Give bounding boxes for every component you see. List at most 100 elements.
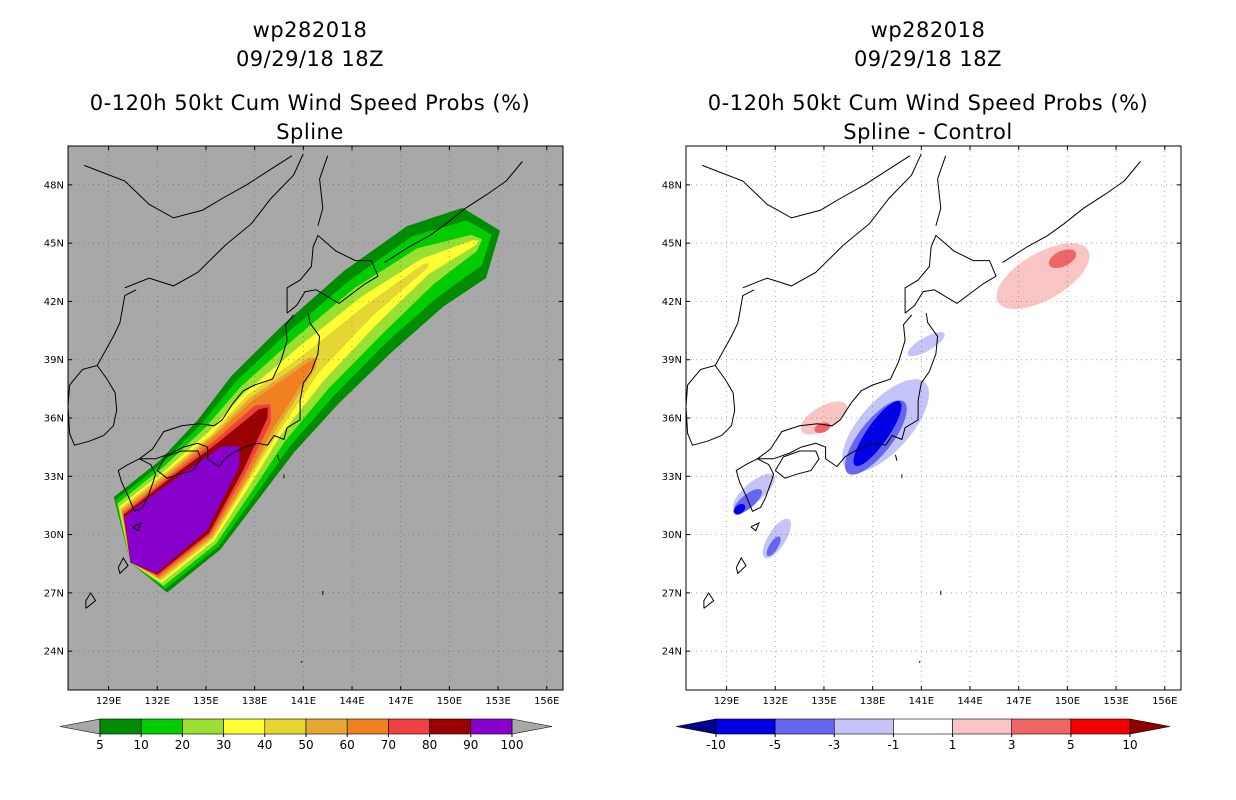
- colorbar-label: 10: [1122, 738, 1137, 752]
- x-tick-label: 129E: [96, 696, 121, 707]
- coastline-7: [139, 313, 321, 468]
- coastline-1: [742, 153, 922, 289]
- coastline-14: [276, 454, 280, 461]
- prob-contour-90: [124, 446, 240, 573]
- right-init-time: 09/29/18 18Z: [853, 47, 1003, 71]
- x-tick-label: 129E: [714, 696, 739, 707]
- y-tick-label: 24N: [662, 647, 682, 658]
- coastline-4: [117, 458, 157, 512]
- neg-diff-area-8: [766, 536, 781, 557]
- coastline-3: [68, 365, 118, 446]
- coastline-12: [703, 591, 715, 609]
- colorbar-label: 1: [949, 738, 957, 752]
- coastline-10: [1002, 161, 1141, 264]
- coastline-9: [935, 155, 947, 226]
- colorbar-label: -1: [887, 738, 899, 752]
- y-tick-label: 39N: [662, 355, 682, 366]
- colorbar-label: 80: [422, 738, 437, 752]
- coastline-10: [384, 161, 523, 264]
- left-init-time: 09/29/18 18Z: [235, 47, 385, 71]
- coastline-2: [69, 289, 137, 386]
- x-tick-label: 135E: [193, 696, 218, 707]
- colorbar-label: -5: [769, 738, 781, 752]
- coastline-0: [84, 155, 293, 219]
- right-map-background: [686, 146, 1181, 690]
- colorbar-below-triangle: [59, 718, 101, 735]
- colorbar-below-triangle: [675, 718, 717, 735]
- coastline-6: [139, 314, 294, 460]
- y-tick-label: 30N: [44, 530, 64, 541]
- x-tick-label: 150E: [437, 696, 462, 707]
- colorbar-swatch: [346, 718, 389, 735]
- colorbar-swatch: [388, 718, 430, 735]
- x-tick-label: 138E: [242, 696, 267, 707]
- colorbar-above-triangle: [511, 718, 553, 735]
- y-tick-label: 42N: [44, 297, 64, 308]
- coastline-2: [687, 289, 755, 386]
- x-tick-label: 156E: [534, 696, 559, 707]
- coastline-3: [686, 365, 736, 446]
- left-map-area: [68, 146, 563, 690]
- right-map-area: [686, 146, 1181, 690]
- pos-diff-area-12: [1048, 249, 1077, 269]
- left-storm-id: wp282018: [252, 18, 368, 42]
- colorbar-label: 100: [501, 738, 524, 752]
- coastline-7: [757, 313, 939, 468]
- x-tick-label: 156E: [1152, 696, 1177, 707]
- colorbar-swatch: [305, 718, 348, 735]
- x-tick-label: 153E: [1103, 696, 1128, 707]
- y-tick-label: 30N: [662, 530, 682, 541]
- colorbar-label: 70: [381, 738, 396, 752]
- colorbar-label: 5: [96, 738, 104, 752]
- neg-diff-area-3: [907, 332, 945, 357]
- y-tick-label: 27N: [44, 588, 64, 599]
- x-tick-label: 138E: [860, 696, 885, 707]
- colorbar-swatch: [223, 718, 266, 735]
- x-tick-label: 147E: [388, 696, 413, 707]
- colorbar-swatch: [833, 718, 894, 735]
- coastline-8: [904, 234, 997, 314]
- y-tick-label: 48N: [44, 180, 64, 191]
- coastline-14: [894, 454, 898, 461]
- y-tick-label: 42N: [662, 297, 682, 308]
- x-tick-label: 141E: [291, 696, 316, 707]
- left-chart-title: 0-120h 50kt Cum Wind Speed Probs (%): [89, 91, 531, 115]
- coastline-12: [85, 591, 97, 609]
- colorbar-label: 50: [298, 738, 313, 752]
- colorbar-swatch: [429, 718, 472, 735]
- y-tick-label: 48N: [662, 180, 682, 191]
- coastline-8: [286, 234, 379, 314]
- x-tick-label: 153E: [485, 696, 510, 707]
- neg-diff-area-6: [733, 504, 746, 515]
- coastline-13: [132, 521, 142, 532]
- colorbar-swatch: [715, 718, 776, 735]
- x-tick-label: 132E: [145, 696, 170, 707]
- colorbar-swatch: [99, 718, 142, 735]
- colorbar-label: 40: [257, 738, 272, 752]
- coastline-11: [117, 556, 129, 575]
- x-tick-label: 132E: [763, 696, 788, 707]
- coastline-11: [735, 556, 747, 575]
- coastline-13: [750, 521, 760, 532]
- y-tick-label: 33N: [662, 472, 682, 483]
- y-tick-label: 36N: [662, 414, 682, 425]
- colorbar-label: 5: [1067, 738, 1075, 752]
- pos-diff-area-9: [800, 401, 848, 435]
- colorbar-label: 3: [1008, 738, 1016, 752]
- colorbar-label: -3: [828, 738, 840, 752]
- y-tick-label: 27N: [662, 588, 682, 599]
- colorbar-swatch: [140, 718, 183, 735]
- colorbar-above-triangle: [1129, 718, 1171, 735]
- y-tick-label: 45N: [662, 239, 682, 250]
- x-tick-label: 141E: [909, 696, 934, 707]
- x-tick-label: 147E: [1006, 696, 1031, 707]
- y-tick-label: 24N: [44, 647, 64, 658]
- colorbar-swatch: [952, 718, 1013, 735]
- colorbar-swatch: [470, 718, 513, 735]
- colorbar-swatch: [774, 718, 835, 735]
- coastline-5: [156, 450, 202, 479]
- neg-diff-area-2: [853, 401, 902, 467]
- colorbar-label: 60: [340, 738, 355, 752]
- y-tick-label: 45N: [44, 239, 64, 250]
